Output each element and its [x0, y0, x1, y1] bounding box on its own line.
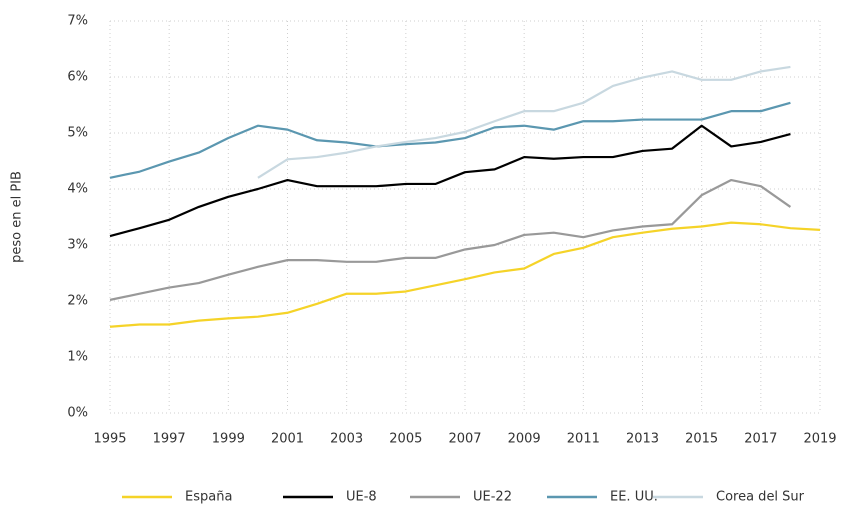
- y-tick-label: 6%: [67, 70, 88, 85]
- x-tick-label: 1995: [93, 432, 126, 447]
- x-tick-label: 1997: [153, 432, 186, 447]
- x-tick-label: 2015: [685, 432, 718, 447]
- legend-label: Corea del Sur: [716, 490, 805, 505]
- series-line: [109, 178, 792, 301]
- y-tick-label: 3%: [67, 238, 88, 253]
- x-tick-label: 1999: [212, 432, 245, 447]
- x-tick-label: 2019: [803, 432, 836, 447]
- x-tick-label: 2011: [567, 432, 600, 447]
- series-line: [109, 124, 791, 238]
- x-tick-label: 2013: [626, 432, 659, 447]
- y-tick-label: 4%: [67, 182, 88, 197]
- y-axis-label: peso en el PIB: [10, 171, 25, 263]
- x-tick-label: 2003: [330, 432, 363, 447]
- legend-label: UE-22: [473, 490, 512, 505]
- legend-label: España: [185, 490, 232, 505]
- x-tick-label: 2009: [508, 432, 541, 447]
- y-tick-label: 0%: [67, 406, 88, 421]
- x-tick-label: 2017: [744, 432, 777, 447]
- x-tick-label: 2005: [389, 432, 422, 447]
- series-line: [109, 101, 791, 179]
- y-tick-label: 1%: [67, 350, 88, 365]
- series-line: [109, 221, 821, 328]
- x-tick-label: 2001: [271, 432, 304, 447]
- x-tick-label: 2007: [448, 432, 481, 447]
- series-line: [257, 65, 791, 179]
- legend-label: UE-8: [346, 490, 377, 505]
- y-tick-label: 7%: [67, 14, 88, 29]
- legend-label: EE. UU.: [610, 490, 658, 505]
- y-tick-label: 2%: [67, 294, 88, 309]
- y-tick-label: 5%: [67, 126, 88, 141]
